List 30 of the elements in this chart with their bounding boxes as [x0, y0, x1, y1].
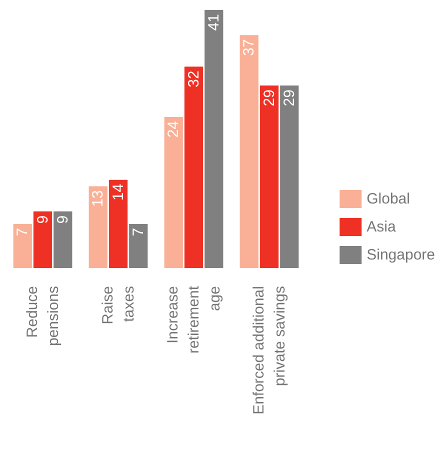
x-tick-label: Raise taxes [99, 286, 138, 324]
bar [184, 66, 204, 268]
bar [164, 116, 183, 268]
data-label: 7 [130, 228, 147, 236]
x-tick-label: Reduce pensions [24, 286, 62, 346]
bar [260, 86, 279, 268]
bar [204, 10, 224, 268]
data-label: 37 [240, 39, 258, 56]
legend-label: Global [366, 190, 410, 208]
bar [88, 186, 108, 268]
data-label: 32 [185, 70, 202, 88]
x-tick-label: Increase retirement age [164, 285, 224, 354]
bar [13, 224, 32, 268]
data-label: 29 [260, 90, 278, 106]
legend-label: Asia [366, 218, 396, 236]
data-label: 29 [280, 90, 298, 106]
bar [108, 180, 128, 268]
data-label: 41 [205, 14, 222, 31]
legend-label: Singapore [366, 246, 436, 264]
bar [240, 35, 258, 268]
bar [280, 86, 299, 268]
data-label: 13 [90, 190, 107, 207]
data-label: 9 [34, 215, 52, 224]
bar [33, 211, 52, 268]
data-label: 7 [14, 228, 32, 236]
data-label: 9 [54, 215, 72, 224]
bar [54, 211, 72, 268]
bar [129, 224, 148, 268]
data-label: 24 [165, 120, 182, 138]
data-label: 14 [110, 184, 127, 201]
